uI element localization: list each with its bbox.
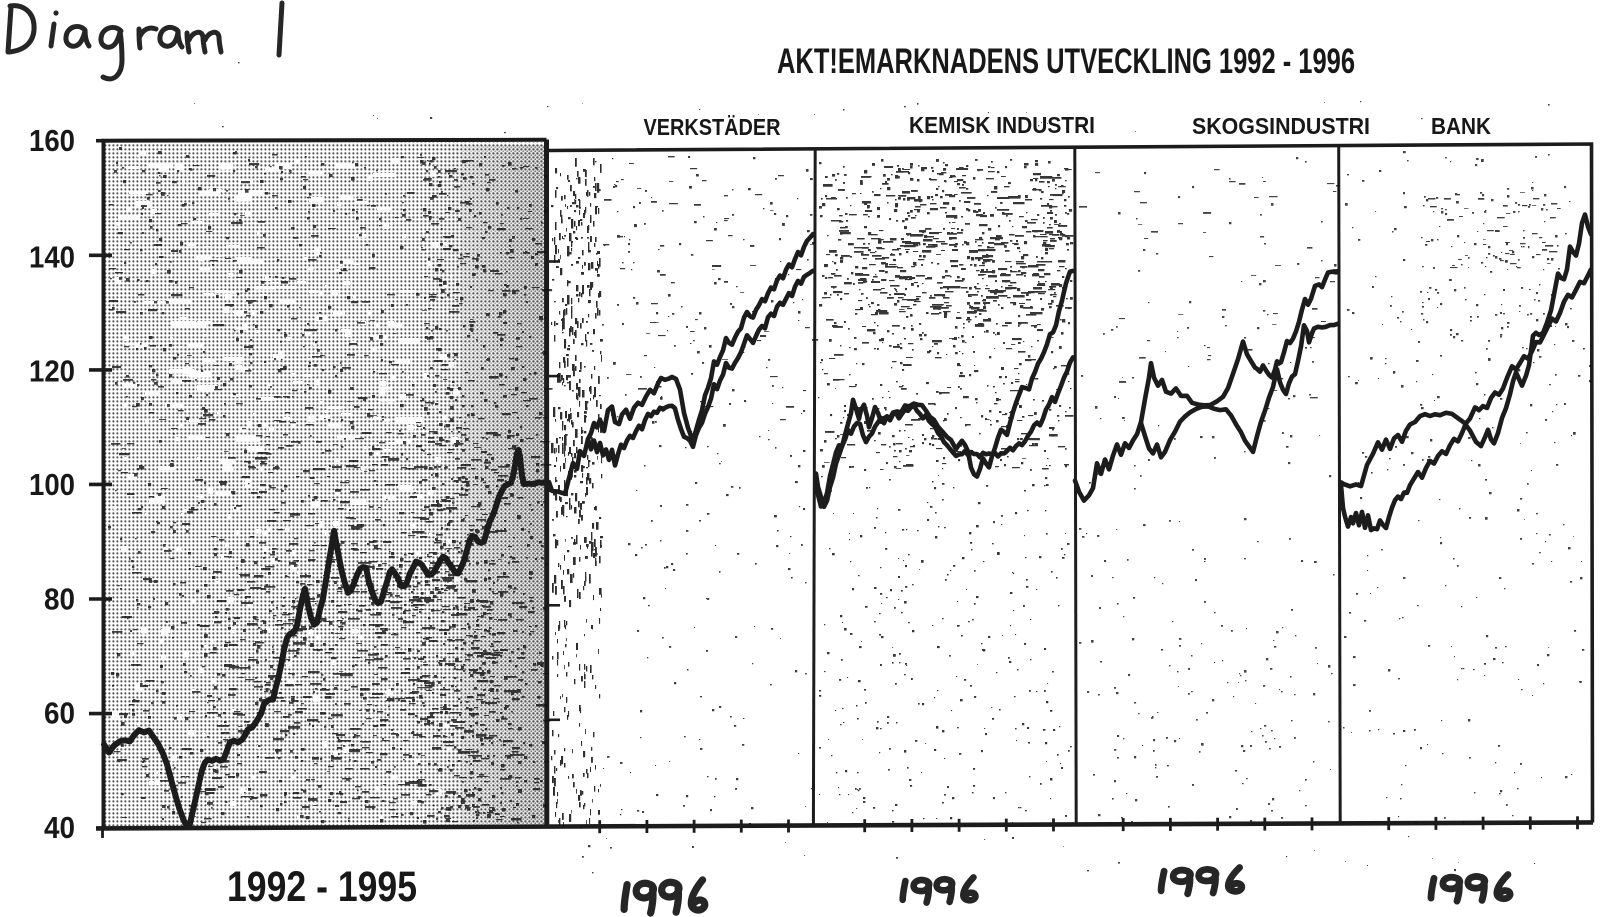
svg-text:AKT!EMARKNADENS UTVECKLING 199: AKT!EMARKNADENS UTVECKLING 1992 - 1996 (777, 42, 1355, 81)
svg-text:VERKSTÄDER: VERKSTÄDER (644, 114, 781, 140)
svg-text:160: 160 (29, 124, 75, 158)
svg-text:140: 140 (29, 240, 75, 274)
svg-text:100: 100 (29, 468, 75, 502)
svg-text:BANK: BANK (1431, 113, 1491, 139)
svg-text:60: 60 (44, 697, 75, 731)
svg-text:SKOGSINDUSTRI: SKOGSINDUSTRI (1192, 113, 1370, 139)
svg-text:KEMISK INDUSTRI: KEMISK INDUSTRI (909, 112, 1095, 138)
svg-text:40: 40 (44, 811, 75, 845)
svg-text:120: 120 (29, 355, 75, 389)
svg-text:80: 80 (44, 582, 75, 616)
svg-text:1992 - 1995: 1992 - 1995 (227, 863, 417, 911)
